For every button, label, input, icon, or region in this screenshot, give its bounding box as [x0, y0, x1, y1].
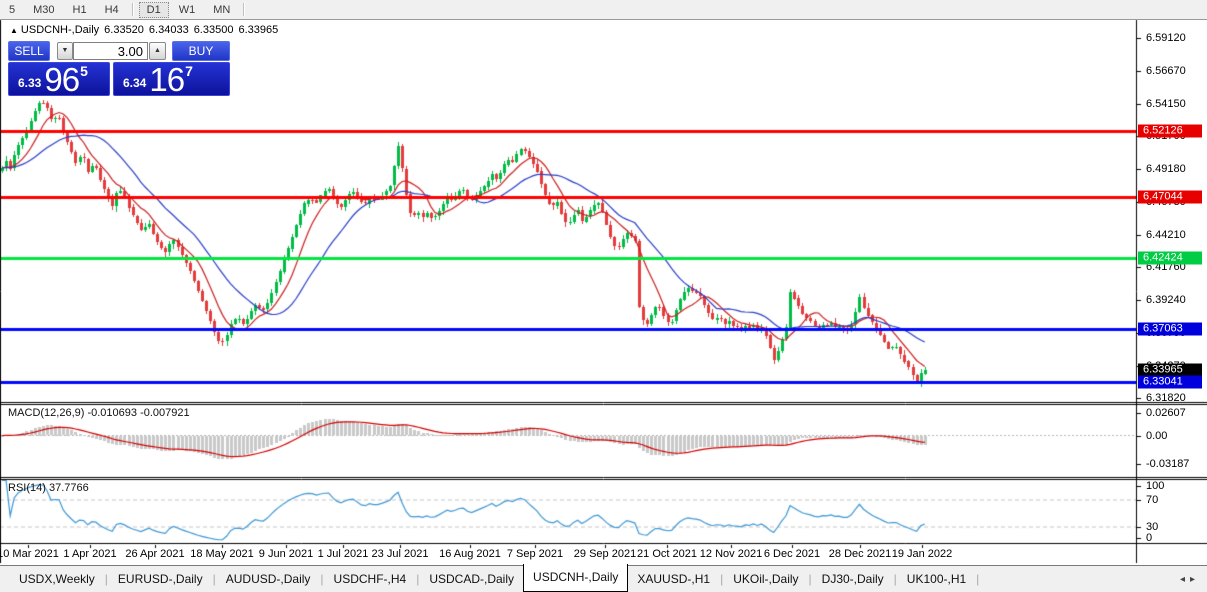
buy-button[interactable]: BUY	[172, 41, 230, 61]
timeframe-button-h4[interactable]: H4	[104, 3, 119, 16]
price-tick-label: 6.49180	[1146, 163, 1186, 176]
date-axis-label: 1 Apr 2021	[63, 548, 117, 560]
date-axis-label: 9 Jun 2021	[258, 548, 314, 560]
price-tick-label: 6.31820	[1146, 392, 1186, 405]
price-level-badge: 6.33965	[1138, 363, 1202, 377]
chart-tab-usdcad-[interactable]: USDCAD-,Daily	[429, 572, 515, 586]
rsi-indicator-label: RSI(14) 37.7766	[8, 482, 89, 494]
toolbar-separator	[131, 3, 134, 16]
volume-input[interactable]	[73, 42, 148, 60]
chart-tab-ukoil-[interactable]: UKOil-,Daily	[733, 572, 799, 586]
date-axis-label: 19 Jan 2022	[891, 548, 953, 560]
timeframe-button-m30[interactable]: M30	[33, 3, 55, 16]
price-tick-label: 6.59120	[1146, 32, 1186, 45]
date-axis-label: 26 Apr 2021	[125, 548, 185, 560]
chart-tab-dj30-[interactable]: DJ30-,Daily	[821, 572, 884, 586]
tab-separator: |	[976, 572, 980, 586]
price-tick-label: 6.54150	[1146, 97, 1186, 110]
timeframe-button-5[interactable]: 5	[9, 3, 16, 16]
macd-axis-label: 0.02607	[1146, 407, 1186, 419]
trade-panel-top-row: SELL ▼ ▲ BUY	[8, 41, 230, 61]
tab-scroll-arrows[interactable]: ◂▸	[1179, 574, 1200, 585]
macd-axis-label: -0.03187	[1146, 458, 1190, 470]
timeframe-button-w1[interactable]: W1	[178, 3, 196, 16]
date-axis-label: 29 Sep 2021	[573, 548, 637, 560]
tab-separator: |	[893, 572, 897, 586]
ohlc-low: 6.33500	[193, 24, 234, 36]
timeframe-button-h1[interactable]: H1	[72, 3, 87, 16]
date-axis-label: 28 Dec 2021	[828, 548, 892, 560]
date-axis-label: 1 Jul 2021	[317, 548, 369, 560]
collapse-panel-icon[interactable]: ▲	[10, 26, 18, 35]
price-level-badge: 6.47044	[1138, 190, 1202, 204]
bid-price-prefix: 6.33	[18, 76, 42, 90]
buy-price-button[interactable]: 6.34 16 7	[113, 62, 230, 96]
chart-tab-xauusd-[interactable]: XAUUSD-,H1	[637, 572, 711, 586]
rsi-axis-label: 70	[1146, 494, 1159, 506]
chart-tab-usdx[interactable]: USDX,Weekly	[19, 572, 95, 586]
ask-price-big-digits: 16	[149, 61, 185, 98]
chart-tab-bar: USDX,Weekly | EURUSD-,Daily | AUDUSD-,Daily |…	[0, 564, 1207, 592]
date-axis-label: 16 Aug 2021	[439, 548, 501, 560]
ask-price-pip-digit: 7	[185, 63, 193, 79]
rsi-axis-label: 100	[1146, 480, 1165, 492]
price-tick-label: 6.44210	[1146, 228, 1186, 241]
chart-tab-usdchf-[interactable]: USDCHF-,H4	[333, 572, 407, 586]
tab-separator: |	[104, 572, 108, 586]
bid-price-pip-digit: 5	[80, 63, 88, 79]
chart-tab-audusd-[interactable]: AUDUSD-,Daily	[225, 572, 311, 586]
ohlc-high: 6.34033	[148, 24, 189, 36]
tab-separator: |	[320, 572, 324, 586]
date-axis-label: 18 May 2021	[190, 548, 254, 560]
sell-price-button[interactable]: 6.33 96 5	[8, 62, 110, 96]
date-axis-label: 12 Nov 2021	[699, 548, 763, 560]
tab-separator: |	[212, 572, 216, 586]
tab-separator: |	[808, 572, 812, 586]
price-level-badge: 6.37063	[1138, 322, 1202, 336]
ask-price-prefix: 6.34	[123, 76, 147, 90]
macd-indicator-label: MACD(12,26,9) -0.010693 -0.007921	[8, 407, 190, 419]
timeframe-toolbar: 5 M30 H1 H4 D1 W1 MN	[0, 0, 1207, 20]
one-click-trade-panel: SELL ▼ ▲ BUY 6.33 96 5 6.34 16 7	[8, 41, 230, 96]
date-axis-label: 10 Mar 2021	[0, 548, 59, 560]
chart-tab-usdcnh-[interactable]: USDCNH-,Daily	[523, 564, 629, 592]
bid-price-big-digits: 96	[44, 61, 80, 98]
toolbar-separator	[243, 3, 246, 16]
chart-tab-eurusd-[interactable]: EURUSD-,Daily	[117, 572, 203, 586]
timeframe-button-mn[interactable]: MN	[213, 3, 231, 16]
price-level-badge: 6.52126	[1138, 124, 1202, 137]
date-axis-label: 7 Sep 2021	[506, 548, 564, 560]
volume-decrease-button[interactable]: ▼	[57, 42, 73, 60]
date-axis-label: 6 Dec 2021	[763, 548, 821, 560]
price-tick-label: 6.56670	[1146, 64, 1186, 77]
volume-increase-button[interactable]: ▲	[149, 42, 166, 60]
trade-panel-price-row: 6.33 96 5 6.34 16 7	[8, 62, 230, 96]
price-level-badge: 6.42424	[1138, 251, 1202, 265]
chart-symbol-title: USDCNH-,Daily	[20, 24, 100, 36]
price-tick-label: 6.39240	[1146, 294, 1186, 307]
timeframe-button-d1[interactable]: D1	[138, 1, 169, 18]
ohlc-open: 6.33520	[104, 24, 144, 36]
rsi-axis-label: 30	[1146, 521, 1159, 533]
chart-tab-uk100-[interactable]: UK100-,H1	[906, 572, 967, 586]
ohlc-close: 6.33965	[238, 24, 279, 36]
date-axis-label: 23 Jul 2021	[371, 548, 429, 560]
macd-axis-label: 0.00	[1146, 429, 1168, 442]
tab-separator: |	[720, 572, 724, 586]
tab-separator: |	[416, 572, 420, 586]
chart-header: ▲ USDCNH-,Daily 6.33520 6.34033 6.33500 6.339…	[10, 24, 283, 36]
date-axis-label: 21 Oct 2021	[637, 548, 697, 560]
sell-button[interactable]: SELL	[8, 41, 50, 61]
price-level-badge: 6.33041	[1138, 375, 1202, 389]
rsi-axis-label: 0	[1146, 532, 1153, 544]
